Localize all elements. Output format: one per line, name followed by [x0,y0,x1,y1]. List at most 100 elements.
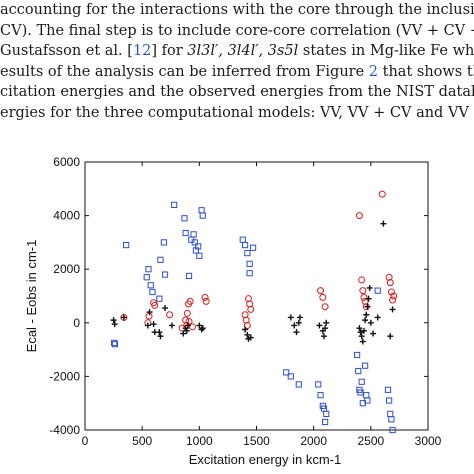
black-plus-point [111,321,118,328]
blue-square-point [161,271,169,278]
blue-square-point [386,397,393,404]
red-circle-point [183,309,191,317]
blue-square-point [246,260,253,267]
blue-square-point [171,201,178,208]
blue-square-point [143,274,150,281]
black-plus-point [287,314,294,321]
black-plus-point [242,326,249,333]
black-plus-point [120,314,127,321]
blue-square-point [149,288,156,296]
y-tick-label: 0 [73,316,80,330]
blue-square-point [374,287,381,294]
black-plus-point [196,322,203,329]
black-plus-point [367,319,374,326]
red-circle-point [360,293,368,301]
red-circle-point [317,287,325,295]
black-plus-point [247,334,254,341]
blue-square-point [111,339,118,347]
black-plus-point [293,329,300,336]
y-tick-label: 6000 [53,155,80,169]
blue-square-point [185,272,193,280]
y-axis-label: Ecal - Eobs in cm-1 [24,240,39,353]
blue-square-point [363,392,370,399]
black-plus-point [389,306,396,313]
black-plus-point [162,305,169,312]
figure-link[interactable]: 2 [368,63,379,80]
citation-link[interactable]: 12 [132,43,152,59]
black-plus-point [291,322,298,329]
black-plus-point [244,331,251,338]
red-circle-point [389,296,397,304]
black-plus-point [150,321,157,328]
red-circle-point [201,293,209,301]
blue-square-point [147,282,154,289]
black-plus-point [295,319,302,326]
blue-square-point [323,410,330,418]
blue-square-point [182,229,189,237]
black-plus-point [387,333,394,340]
text-segment: that shows the di [382,63,474,80]
black-plus-point [184,322,191,329]
blue-square-point [157,256,164,263]
blue-square-point [389,426,396,434]
black-plus-point [363,311,370,318]
red-circle-point [321,303,329,311]
black-plus-point [168,322,175,329]
blue-square-point [295,381,302,388]
black-plus-point [359,338,366,345]
x-tick-label: 500 [132,434,152,448]
y-tick-label: -4000 [49,423,80,437]
red-circle-point [386,279,394,287]
black-plus-point [357,329,364,336]
blue-square-point [246,270,253,277]
black-plus-point [180,330,187,337]
text-segment: esults of the analysis can be inferred f… [0,63,369,80]
blue-square-point [322,418,329,426]
blue-square-point [239,236,246,243]
blue-square-point [362,362,369,369]
black-plus-point [360,327,367,334]
paragraph-line: esults of the analysis can be inferred f… [0,62,474,83]
red-circle-point [185,317,193,325]
black-plus-point [146,309,153,316]
paragraph-line: citation energies and the observed energ… [0,84,474,100]
red-circle-point [151,301,159,309]
paragraph-line: accounting for the interactions with the… [0,2,474,18]
red-circle-point [247,305,255,313]
red-circle-point [358,276,366,284]
black-plus-point [358,333,365,340]
text-segment: states in Mg-like Fe where [302,43,474,59]
black-plus-point [157,333,164,340]
black-plus-point [323,319,330,326]
paragraph-line: Gustafsson et al. [12] for 3l3l′, 3l4l′,… [0,41,474,62]
x-tick-label: 3000 [415,434,442,448]
black-plus-point [362,317,369,324]
black-plus-point [296,314,303,321]
black-plus-point [370,330,377,337]
blue-square-point [357,389,364,396]
paper-paragraph: accounting for the interactions with the… [0,0,474,123]
blue-square-point [315,381,322,388]
blue-square-point [195,243,202,250]
blue-square-point [244,250,251,257]
blue-square-point [191,239,198,246]
blue-square-point [241,241,249,249]
blue-square-point [287,373,294,380]
blue-square-point [384,386,392,393]
black-plus-point [110,317,117,324]
scatter-chart: 0 500 1000 1500 2000 2500 3000 6000 4000 2000 0 -20… [24,155,442,467]
black-plus-point [356,325,363,332]
red-circle-point [359,287,367,295]
blue-square-point [283,369,290,376]
y-tick-label: 2000 [53,262,80,276]
blue-square-point [198,207,205,214]
black-plus-point [366,284,373,291]
black-plus-point [183,327,190,334]
red-circle-point [319,293,327,301]
blue-square-point [387,410,394,418]
chart-axes: 0 500 1000 1500 2000 2500 3000 6000 4000 2000 0 -20… [49,155,441,448]
red-circle-point [166,311,174,319]
x-tick-label: 1000 [186,434,213,448]
blue-square-point [199,212,206,219]
blue-square-point [111,341,119,348]
